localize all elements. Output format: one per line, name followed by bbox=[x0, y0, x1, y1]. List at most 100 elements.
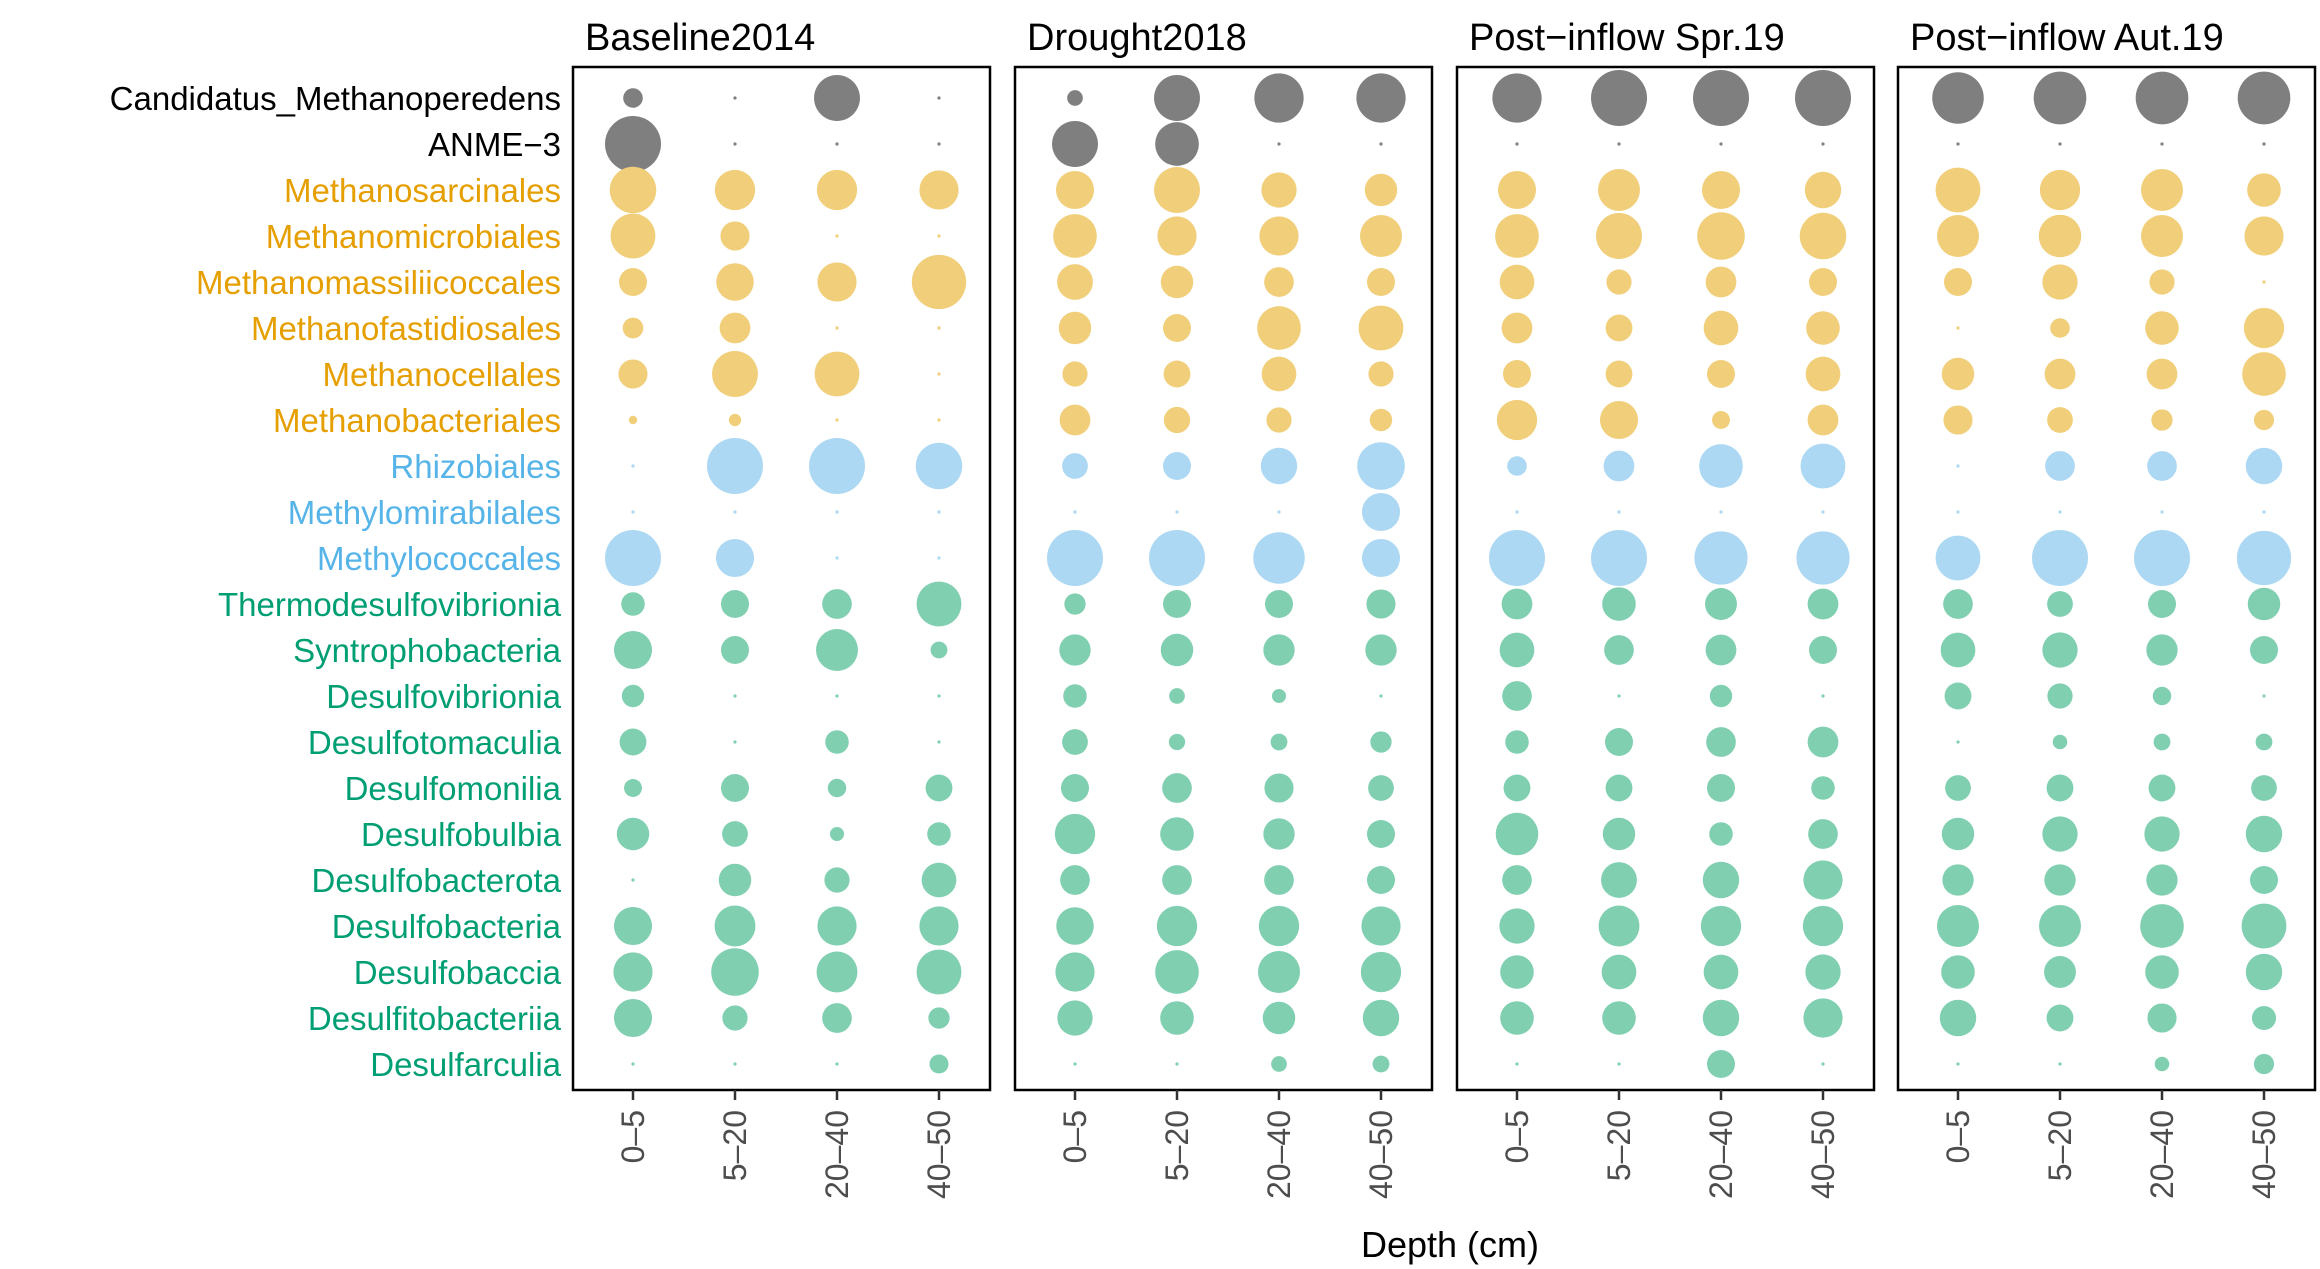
bubble-rhizobiales-1 bbox=[707, 438, 763, 494]
bubble-desulfomonilia-0 bbox=[1945, 775, 1971, 801]
panel-frame bbox=[571, 65, 992, 1092]
bubble-desulfotomaculia-0 bbox=[619, 728, 647, 756]
bubble-methanosarcinales-3 bbox=[1364, 173, 1398, 207]
bubble-rhizobiales-0 bbox=[1956, 464, 1960, 468]
bubble-methanomassiliicoccales-2 bbox=[817, 262, 857, 302]
bubble-methylococcales-2 bbox=[2134, 530, 2190, 586]
bubble-desulfobacterota-2 bbox=[824, 867, 850, 893]
bubble-desulfomonilia-3 bbox=[2251, 775, 2277, 801]
bubble-methylomirabilales-1 bbox=[1175, 510, 1179, 514]
bubble-desulfovibrionia-3 bbox=[1821, 694, 1825, 698]
bubble-thermodesulfovibrionia-3 bbox=[916, 581, 962, 627]
bubble-desulfomonilia-3 bbox=[925, 774, 953, 802]
bubble-desulfitobacteriia-1 bbox=[2046, 1004, 2074, 1032]
x-tick-label: 5–20 bbox=[717, 1110, 753, 1181]
bubble-desulfovibrionia-0 bbox=[1063, 684, 1087, 708]
row-label-desulfitobacteriia: Desulfitobacteriia bbox=[308, 1000, 562, 1037]
bubble-methanomicrobiales-3 bbox=[2244, 216, 2284, 256]
bubble-methanomicrobiales-0 bbox=[1053, 214, 1097, 258]
bubble-methanomassiliicoccales-0 bbox=[1057, 264, 1093, 300]
bubble-syntrophobacteria-1 bbox=[721, 636, 749, 664]
bubble-desulfobacteria-2 bbox=[1258, 905, 1300, 947]
bubble-candidatus-methanoperedens-2 bbox=[814, 75, 860, 121]
bubble-desulfitobacteriia-3 bbox=[1803, 998, 1843, 1038]
bubble-desulfobaccia-1 bbox=[711, 948, 759, 996]
bubble-rhizobiales-2 bbox=[809, 438, 865, 494]
bubble-desulfarculia-0 bbox=[1073, 1062, 1077, 1066]
bubble-methanosarcinales-0 bbox=[1935, 167, 1981, 213]
bubble-methanosarcinales-3 bbox=[2247, 173, 2281, 207]
bubble-rhizobiales-3 bbox=[1800, 443, 1846, 489]
bubble-desulfarculia-0 bbox=[1956, 1062, 1960, 1066]
bubble-thermodesulfovibrionia-2 bbox=[822, 589, 852, 619]
row-label-methanosarcinales: Methanosarcinales bbox=[284, 172, 561, 209]
bubble-desulfobacterota-2 bbox=[1264, 865, 1294, 895]
row-label-syntrophobacteria: Syntrophobacteria bbox=[293, 632, 561, 669]
bubble-thermodesulfovibrionia-2 bbox=[1705, 588, 1737, 620]
bubble-desulfobacterota-0 bbox=[1060, 865, 1090, 895]
bubble-methanosarcinales-2 bbox=[2141, 169, 2183, 211]
bubble-desulfobaccia-1 bbox=[2044, 956, 2076, 988]
bubble-methanocellales-2 bbox=[814, 351, 860, 397]
row-label-desulfobacteria: Desulfobacteria bbox=[332, 908, 562, 945]
bubble-desulfarculia-1 bbox=[733, 1062, 737, 1066]
row-label-thermodesulfovibrionia: Thermodesulfovibrionia bbox=[218, 586, 562, 623]
bubble-methanosarcinales-1 bbox=[1154, 167, 1200, 213]
bubble-anme-3-2 bbox=[1277, 142, 1281, 146]
bubble-methanosarcinales-0 bbox=[1497, 170, 1537, 210]
bubble-candidatus-methanoperedens-1 bbox=[2033, 71, 2087, 125]
bubble-desulfitobacteriia-1 bbox=[1602, 1001, 1636, 1035]
bubble-methanosarcinales-1 bbox=[1598, 169, 1640, 211]
bubble-desulfovibrionia-2 bbox=[835, 694, 839, 698]
bubble-desulfobacteria-3 bbox=[2241, 903, 2287, 949]
bubble-syntrophobacteria-0 bbox=[1940, 632, 1976, 668]
bubble-methylomirabilales-0 bbox=[631, 510, 635, 514]
bubble-desulfobaccia-0 bbox=[613, 952, 653, 992]
bubble-syntrophobacteria-3 bbox=[1809, 636, 1837, 664]
bubble-thermodesulfovibrionia-2 bbox=[1265, 590, 1293, 618]
bubble-desulfobacteria-2 bbox=[2140, 904, 2184, 948]
bubble-desulfitobacteriia-0 bbox=[1500, 1001, 1534, 1035]
bubble-desulfobacterota-3 bbox=[921, 862, 957, 898]
bubble-rhizobiales-1 bbox=[1603, 450, 1635, 482]
bubble-desulfobulbia-1 bbox=[1602, 817, 1636, 851]
bubble-rhizobiales-1 bbox=[2045, 451, 2075, 481]
bubble-desulfobacteria-1 bbox=[714, 905, 756, 947]
bubble-methanomassiliicoccales-3 bbox=[911, 254, 967, 310]
bubble-desulfitobacteriia-0 bbox=[613, 998, 653, 1038]
bubble-syntrophobacteria-3 bbox=[2250, 636, 2278, 664]
bubble-methanobacteriales-2 bbox=[1266, 407, 1292, 433]
bubble-desulfomonilia-1 bbox=[1162, 773, 1192, 803]
row-label-desulfobulbia: Desulfobulbia bbox=[361, 816, 562, 853]
bubble-methanomicrobiales-2 bbox=[2141, 215, 2183, 257]
bubble-desulfobaccia-2 bbox=[1258, 951, 1300, 993]
panel-post-inflow-spr-19: Post−inflow Spr.19 0–5 5–20 20–40 40–50 bbox=[1455, 17, 1876, 1199]
bubble-methylomirabilales-2 bbox=[1719, 510, 1723, 514]
bubble-rhizobiales-0 bbox=[1062, 453, 1088, 479]
x-tick-label: 5–20 bbox=[1159, 1110, 1195, 1181]
row-label-desulfarculia: Desulfarculia bbox=[370, 1046, 561, 1083]
bubble-desulfobulbia-2 bbox=[830, 827, 844, 841]
x-tick-label: 0–5 bbox=[1940, 1110, 1976, 1163]
bubble-rhizobiales-0 bbox=[631, 464, 635, 468]
bubble-desulfobacterota-1 bbox=[2044, 864, 2076, 896]
bubble-desulfarculia-0 bbox=[631, 1062, 635, 1066]
bubble-desulfobacterota-1 bbox=[1162, 865, 1192, 895]
bubble-desulfovibrionia-2 bbox=[2152, 686, 2172, 706]
x-tick-label: 0–5 bbox=[1499, 1110, 1535, 1163]
bubble-methylomirabilales-2 bbox=[1277, 510, 1281, 514]
bubble-thermodesulfovibrionia-0 bbox=[621, 592, 645, 616]
bubble-candidatus-methanoperedens-2 bbox=[1254, 73, 1304, 123]
bubble-methylomirabilales-0 bbox=[1515, 510, 1519, 514]
x-tick-label: 40–50 bbox=[1805, 1110, 1841, 1199]
bubble-methanofastidiosales-3 bbox=[1806, 311, 1840, 345]
bubble-methanomassiliicoccales-2 bbox=[1264, 267, 1294, 297]
panel-frame bbox=[1455, 65, 1876, 1092]
bubble-desulfobaccia-3 bbox=[916, 949, 962, 995]
bubble-syntrophobacteria-2 bbox=[1705, 634, 1737, 666]
bubble-desulfarculia-2 bbox=[1271, 1056, 1287, 1072]
bubble-thermodesulfovibrionia-2 bbox=[2148, 590, 2176, 618]
bubble-methanobacteriales-1 bbox=[1163, 406, 1191, 434]
bubble-desulfomonilia-1 bbox=[721, 774, 749, 802]
bubble-desulfobaccia-0 bbox=[1500, 955, 1534, 989]
